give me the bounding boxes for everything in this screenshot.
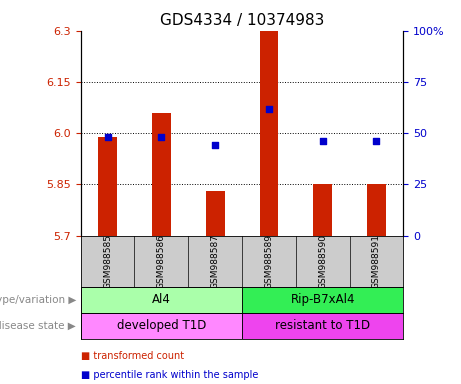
Point [265,106,272,112]
Title: GDS4334 / 10374983: GDS4334 / 10374983 [160,13,324,28]
Text: genotype/variation ▶: genotype/variation ▶ [0,295,76,305]
Text: GSM988587: GSM988587 [211,234,219,289]
Bar [98,137,117,236]
Text: Al4: Al4 [152,293,171,306]
Text: ■ percentile rank within the sample: ■ percentile rank within the sample [81,370,258,380]
Bar [242,313,403,339]
Bar [152,113,171,236]
Text: disease state ▶: disease state ▶ [0,321,76,331]
Text: resistant to T1D: resistant to T1D [275,319,370,332]
Text: GSM988589: GSM988589 [265,234,273,289]
Text: developed T1D: developed T1D [117,319,206,332]
Text: ■ transformed count: ■ transformed count [81,351,184,361]
Bar [313,184,332,236]
Text: GSM988590: GSM988590 [318,234,327,289]
Text: Rip-B7xAl4: Rip-B7xAl4 [290,293,355,306]
Text: GSM988586: GSM988586 [157,234,166,289]
Bar [260,31,278,236]
Bar [81,287,242,313]
Bar [81,313,242,339]
Bar [206,191,225,236]
Point [373,138,380,144]
Point [104,134,111,140]
Point [212,142,219,149]
Bar [367,184,386,236]
Point [319,138,326,144]
Bar [242,287,403,313]
Text: GSM988591: GSM988591 [372,234,381,289]
Text: GSM988585: GSM988585 [103,234,112,289]
Point [158,134,165,140]
